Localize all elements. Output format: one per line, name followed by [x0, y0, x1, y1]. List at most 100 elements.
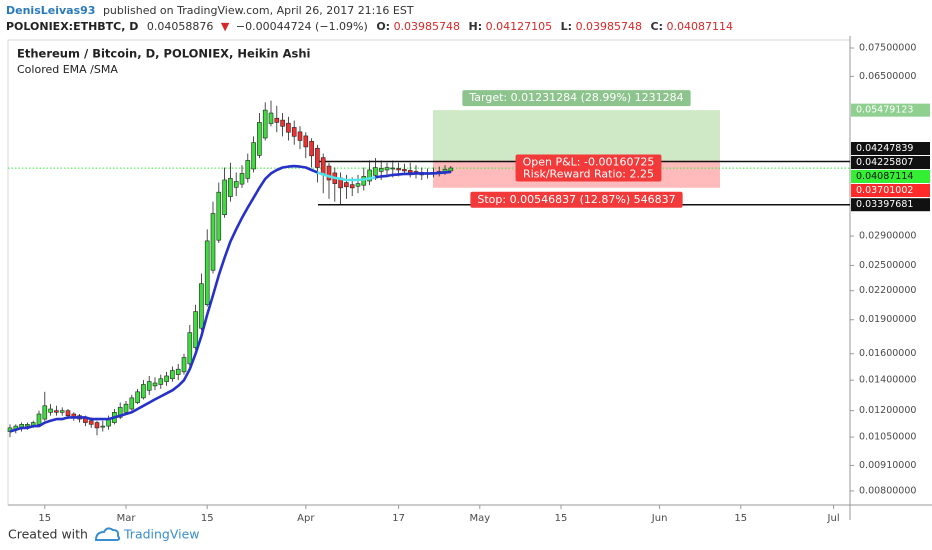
- candle-body: [48, 408, 53, 413]
- x-tick-label: Mar: [117, 513, 137, 524]
- footer-created: Created with: [8, 527, 88, 542]
- candle-body: [129, 397, 135, 410]
- candle-body: [199, 283, 204, 329]
- candle-body: [402, 169, 407, 172]
- candle-body: [233, 181, 239, 188]
- candle-body: [170, 370, 175, 380]
- candle-body: [65, 410, 71, 416]
- candle-body: [303, 135, 309, 148]
- candle-body: [187, 332, 193, 365]
- candle-body: [280, 119, 285, 127]
- candle-body: [164, 375, 169, 382]
- candle-body: [152, 382, 158, 387]
- candle-body: [216, 191, 222, 241]
- y-tick-label: 0.00910000: [859, 460, 916, 471]
- y-tick-label: 0.01200000: [859, 405, 916, 416]
- candle-body: [88, 420, 94, 425]
- candle-body: [239, 173, 245, 185]
- x-tick-label: 15: [201, 513, 214, 524]
- high-label: H:: [469, 20, 483, 33]
- candle-body: [42, 405, 48, 420]
- price-label-box: [851, 183, 930, 197]
- candle-body: [309, 141, 314, 157]
- candle-body: [135, 391, 140, 403]
- y-tick-label: 0.02900000: [859, 231, 916, 242]
- candle-body: [349, 184, 355, 189]
- candle-body: [396, 168, 401, 171]
- logo[interactable]: [94, 527, 121, 541]
- plot-area: [7, 100, 850, 438]
- x-tick-label: Jun: [651, 513, 668, 524]
- y-tick-label: 0.01050000: [859, 432, 916, 443]
- published: published on TradingView.com, April 26, …: [103, 4, 414, 17]
- open-label: O:: [376, 20, 390, 33]
- x-tick-label: 17: [392, 513, 405, 524]
- candle-body: [181, 357, 187, 373]
- price-label: 0.03397681: [856, 199, 913, 210]
- price-label: 0.05479123: [856, 105, 913, 116]
- candle-body: [390, 167, 396, 170]
- indicator-line: [316, 171, 376, 182]
- y-tick-label: 0.02500000: [859, 260, 916, 271]
- indicator-name: Colored EMA /SMA: [17, 63, 118, 76]
- price-label: 0.04225807: [856, 157, 913, 168]
- price-label-box: [851, 155, 930, 169]
- chart-title: Ethereum / Bitcoin, D, POLONIEX, Heikin …: [17, 47, 310, 61]
- footer-brand[interactable]: TradingView: [123, 527, 200, 542]
- price-label-box: [851, 141, 930, 155]
- candle-body: [100, 425, 106, 428]
- candle-body: [274, 117, 280, 123]
- y-tick-label: 0.01900000: [859, 314, 916, 325]
- y-tick-label: 0.00800000: [859, 485, 916, 496]
- low-value: 0.03985748: [576, 20, 642, 33]
- candle-body: [94, 422, 100, 429]
- high-value: 0.04127105: [486, 20, 552, 33]
- x-tick-label: 15: [734, 513, 747, 524]
- x-tick-label: 15: [555, 513, 568, 524]
- candle-body: [210, 213, 216, 271]
- change-arrow: ▼: [221, 20, 230, 33]
- price-label: 0.04087114: [856, 171, 913, 182]
- profit-zone: [433, 110, 720, 161]
- candle-body: [245, 160, 251, 179]
- y-tick-label: 0.01600000: [859, 348, 916, 359]
- last-price: 0.04058876: [147, 20, 213, 33]
- y-tick-label: 0.07500000: [859, 43, 916, 54]
- candle-body: [378, 168, 384, 172]
- header-line-1: DenisLeivas93 published on TradingView.c…: [6, 4, 414, 17]
- price-label-box: [851, 103, 930, 117]
- y-tick-label: 0.01400000: [859, 375, 916, 386]
- candle-body: [384, 167, 390, 171]
- author[interactable]: DenisLeivas93: [6, 4, 95, 17]
- target-label-text: Target: 0.01231284 (28.99%) 1231284: [468, 91, 683, 104]
- stop-label-text: Stop: 0.00546837 (12.87%) 546837: [477, 193, 675, 206]
- ratio-text: Risk/Reward Ratio: 2.25: [523, 168, 654, 181]
- candle-body: [355, 183, 361, 187]
- price-label-box: [851, 198, 930, 212]
- candle-body: [367, 169, 372, 182]
- candle-body: [407, 170, 413, 173]
- low-label: L:: [561, 20, 572, 33]
- price-label: 0.04247839: [856, 143, 913, 154]
- candle-body: [204, 240, 210, 305]
- candle-body: [228, 178, 233, 197]
- candle-body: [326, 165, 332, 181]
- pnl-box: [515, 154, 662, 182]
- price-label: 0.03701002: [856, 185, 913, 196]
- candle-body: [448, 167, 454, 172]
- candle-body: [251, 142, 256, 170]
- candle-body: [344, 182, 349, 188]
- candle-body: [262, 109, 268, 139]
- x-tick-label: 15: [38, 513, 51, 524]
- candle-body: [54, 410, 59, 413]
- candle-body: [117, 407, 123, 418]
- stop-label-box: [470, 191, 683, 208]
- target-label-box: [462, 90, 691, 107]
- candle-body: [146, 381, 152, 391]
- candle-body: [222, 179, 227, 216]
- x-tick-label: Jul: [827, 513, 840, 524]
- candle-body: [320, 157, 326, 176]
- candle-body: [36, 413, 42, 425]
